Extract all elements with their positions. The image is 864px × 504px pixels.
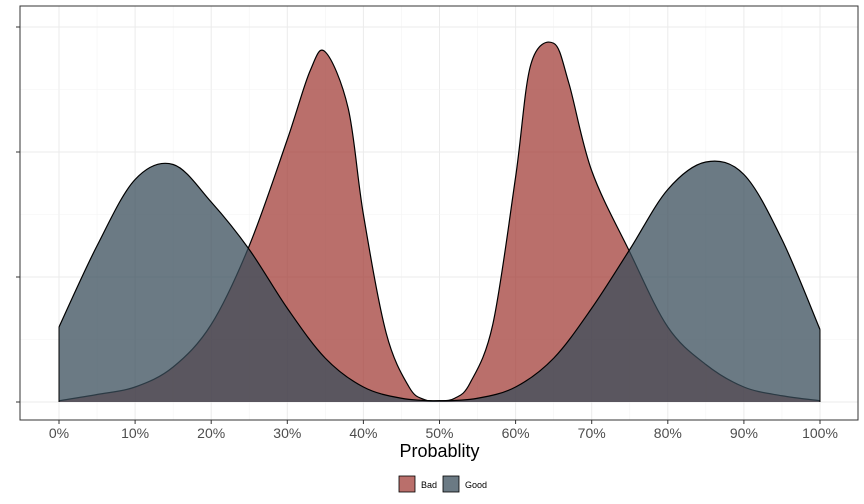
x-tick-label: 10%: [121, 425, 149, 441]
x-tick-label: 70%: [578, 425, 606, 441]
x-tick-label: 90%: [730, 425, 758, 441]
x-tick-label: 20%: [197, 425, 225, 441]
x-tick-label: 60%: [502, 425, 530, 441]
x-tick-label: 80%: [654, 425, 682, 441]
legend-label-good: Good: [465, 480, 487, 490]
legend-key-good: [442, 475, 460, 493]
x-tick-label: 100%: [802, 425, 838, 441]
x-tick-label: 50%: [425, 425, 453, 441]
density-area-good: [59, 161, 820, 402]
density-line-good: [58, 160, 821, 402]
x-axis-title: Probablity: [399, 441, 479, 461]
axes: 0% 10% 20% 30% 40% 50% 60% 70% 80% 90% 100%: [16, 26, 838, 441]
legend-label-bad: Bad: [421, 480, 437, 490]
x-tick-label: 0%: [49, 425, 69, 441]
x-tick-label: 40%: [349, 425, 377, 441]
legend-key-bad: [398, 475, 416, 493]
legend: Bad Good: [398, 475, 487, 493]
density-areas: [58, 41, 821, 403]
x-tick-label: 30%: [273, 425, 301, 441]
